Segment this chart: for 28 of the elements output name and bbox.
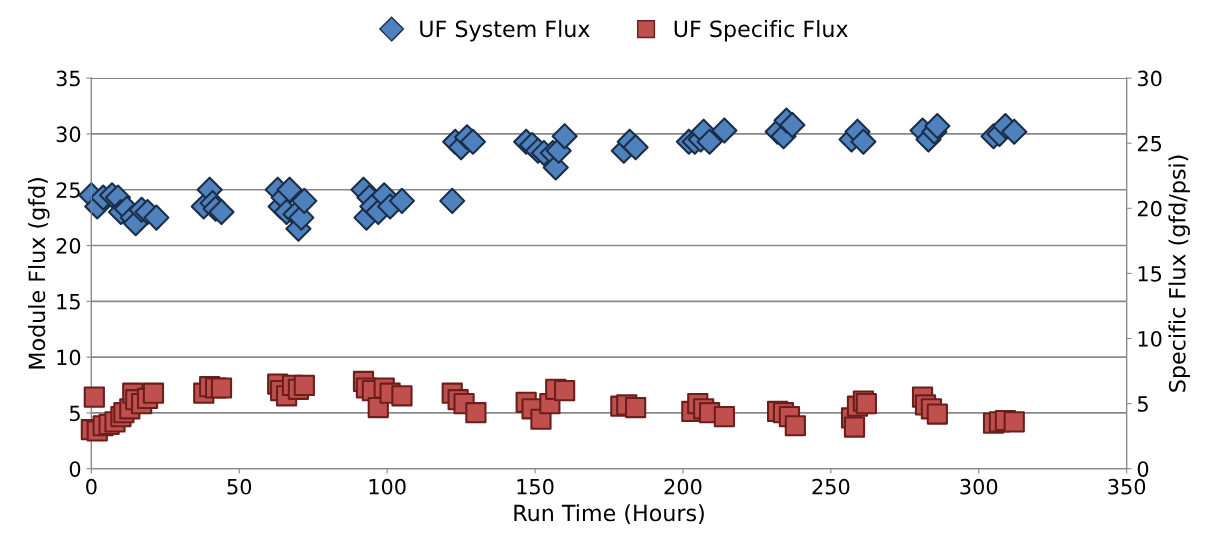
x-tick-label: 0 bbox=[86, 478, 97, 495]
y-tick-label: 0 bbox=[69, 461, 81, 477]
x-tick-label: 150 bbox=[517, 478, 554, 495]
y2-tick-label: 30 bbox=[1137, 70, 1162, 87]
x-axis-title: Run Time (Hours) bbox=[514, 504, 704, 524]
y-tick-label: 15 bbox=[57, 294, 80, 310]
y2-tick-label: 0 bbox=[1137, 461, 1149, 477]
y2-tick-label: 25 bbox=[1137, 135, 1162, 152]
y-tick-label: 35 bbox=[56, 70, 80, 87]
y-tick-label: 10 bbox=[57, 349, 81, 366]
y2-axis-title: Specific Flux (gfd/psi) bbox=[1168, 155, 1190, 392]
x-tick-label: 200 bbox=[664, 478, 702, 495]
legend-label: UF Specific Flux bbox=[674, 20, 848, 42]
legend-label: UF System Flux bbox=[420, 20, 590, 42]
x-tick-label: 100 bbox=[369, 478, 406, 495]
x-tick-label: 350 bbox=[1108, 478, 1146, 495]
x-tick-label: 50 bbox=[227, 478, 252, 495]
y-tick-label: 5 bbox=[69, 405, 80, 422]
x-tick-label: 300 bbox=[960, 478, 998, 495]
y-tick-label: 30 bbox=[56, 126, 81, 143]
x-tick-label: 250 bbox=[812, 478, 850, 495]
y2-tick-label: 15 bbox=[1138, 266, 1162, 282]
y2-tick-label: 20 bbox=[1137, 200, 1162, 217]
y-tick-label: 25 bbox=[56, 182, 80, 198]
y-tick-label: 20 bbox=[56, 237, 81, 254]
y2-tick-label: 10 bbox=[1138, 330, 1162, 347]
y2-tick-label: 5 bbox=[1137, 396, 1148, 412]
y-axis-title: Module Flux (gfd) bbox=[28, 178, 50, 369]
